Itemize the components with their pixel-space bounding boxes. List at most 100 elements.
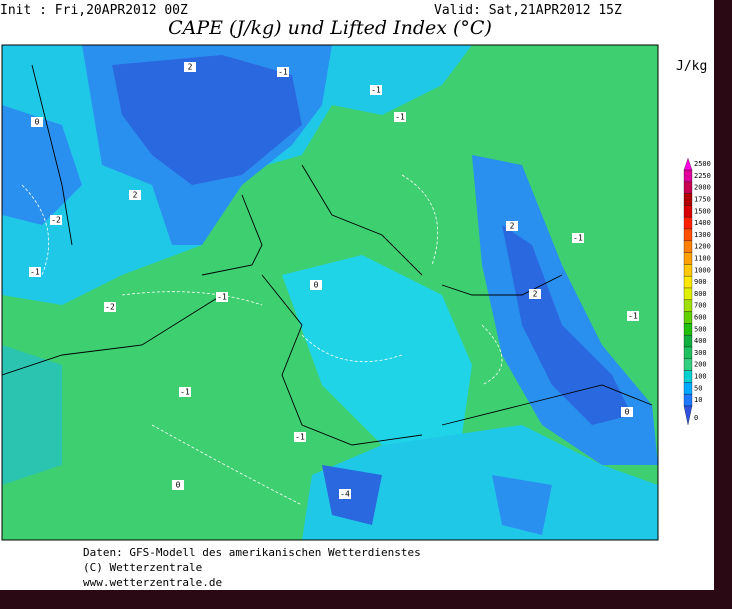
cape-cyan	[282, 255, 472, 445]
isolines	[21, 174, 503, 506]
contour-label-box	[621, 407, 633, 417]
colorbar-swatch	[683, 382, 693, 395]
colorbar-label: 500	[694, 325, 707, 333]
footer-line: Daten: GFS-Modell des amerikanischen Wet…	[83, 546, 421, 559]
colorbar-label: 2500	[694, 160, 711, 168]
contour-label-box	[572, 233, 584, 243]
colorbar-label: 800	[694, 290, 707, 298]
colorbar-swatch	[683, 181, 693, 194]
colorbar-label: 1400	[694, 219, 711, 227]
colorbar-label: 0	[694, 414, 698, 422]
contour-labels: 2 -1 -1 -1 0 -2 -1 -2 -1 0 2 2 -1 2 -1 -1 0 -4 0 -1	[29, 62, 639, 499]
cape-dark-blue	[112, 55, 302, 185]
contour-label: 2	[510, 222, 515, 231]
colorbar-swatch	[683, 346, 693, 359]
colorbar-label: 600	[694, 314, 707, 322]
contour-label: -1	[278, 68, 288, 77]
contour-label-box	[529, 289, 541, 299]
contour-label: 0	[176, 481, 181, 490]
contour-label-box	[310, 280, 322, 290]
colorbar-label: 1100	[694, 255, 711, 263]
colorbar-label: 1200	[694, 243, 711, 251]
contour-label: -1	[180, 388, 190, 397]
colorbar-swatch	[683, 205, 693, 218]
colorbar-swatch	[683, 335, 693, 348]
colorbar-label: 2250	[694, 172, 711, 180]
contour-label: -1	[395, 113, 405, 122]
contour-label: 0	[625, 408, 630, 417]
contour-label-box	[129, 190, 141, 200]
cape-dark-blue	[322, 465, 382, 525]
colorbar-label: 100	[694, 373, 707, 381]
contour-label-box	[216, 292, 228, 302]
colorbar-swatch	[683, 217, 693, 230]
contour-label-box	[50, 215, 62, 225]
contour-label: 0	[35, 118, 40, 127]
contour-label-box	[179, 387, 191, 397]
contour-label-box	[31, 117, 43, 127]
contour-label: 2	[533, 290, 538, 299]
contour-label-box	[184, 62, 196, 72]
contour-label: -2	[105, 303, 115, 312]
colorbar-swatch	[683, 276, 693, 289]
cape-cyan	[302, 425, 658, 540]
contour-label-box	[339, 489, 351, 499]
colorbar-swatch	[683, 323, 693, 336]
colorbar-swatch	[683, 193, 693, 206]
contour-label-box	[277, 67, 289, 77]
map-frame	[1, 44, 659, 541]
colorbar-label: 50	[694, 384, 702, 392]
borders	[2, 64, 653, 446]
colorbar-label: 1300	[694, 231, 711, 239]
footer-line: www.wetterzentrale.de	[83, 576, 222, 589]
cape-blue	[492, 475, 552, 535]
contour-label: -1	[628, 312, 638, 321]
colorbar-swatch	[683, 240, 693, 253]
contour-label: 0	[314, 281, 319, 290]
colorbar-swatch	[683, 287, 693, 300]
colorbar: 2500225020001750150014001300120011001000…	[683, 157, 711, 425]
contour-label: -1	[30, 268, 40, 277]
colorbar-swatch	[683, 358, 693, 371]
valid-time: Valid: Sat,21APR2012 15Z	[434, 3, 622, 18]
colorbar-label: 400	[694, 337, 707, 345]
contour-label: 2	[188, 63, 193, 72]
contour-label: -2	[51, 216, 61, 225]
contour-label: -1	[371, 86, 381, 95]
colorbar-label: 1000	[694, 266, 711, 274]
contour-label: -4	[340, 490, 350, 499]
contour-label: -1	[217, 293, 227, 302]
colorbar-label: 1750	[694, 196, 711, 204]
contour-label-box	[370, 85, 382, 95]
colorbar-label: 700	[694, 302, 707, 310]
colorbar-swatch	[683, 252, 693, 265]
contour-label-box	[394, 112, 406, 122]
contour-label: -1	[573, 234, 583, 243]
colorbar-label: 2000	[694, 184, 711, 192]
colorbar-label: 900	[694, 278, 707, 286]
contour-label-box	[104, 302, 116, 312]
map: 2 -1 -1 -1 0 -2 -1 -2 -1 0 2 2 -1 2 -1 -1 0 -4 0 -1	[2, 45, 658, 540]
footer-line: (C) Wetterzentrale	[83, 561, 202, 574]
cape-blue	[2, 105, 82, 225]
colorbar-swatch	[683, 405, 693, 425]
colorbar-swatch	[683, 264, 693, 277]
contour-label-box	[294, 432, 306, 442]
colorbar-swatch	[683, 311, 693, 324]
colorbar-label: 1500	[694, 207, 711, 215]
cape-teal	[2, 345, 62, 485]
colorbar-label: 10	[694, 396, 702, 404]
contour-label-box	[627, 311, 639, 321]
colorbar-swatch	[683, 370, 693, 383]
colorbar-swatch	[683, 299, 693, 312]
legend-unit: J/kg	[676, 59, 707, 74]
colorbar-swatch	[683, 228, 693, 241]
colorbar-swatch	[683, 169, 693, 182]
contour-label-box	[172, 480, 184, 490]
colorbar-label: 200	[694, 361, 707, 369]
contour-label: 2	[133, 191, 138, 200]
contour-label-box	[506, 221, 518, 231]
contour-label-box	[29, 267, 41, 277]
map-title: CAPE (J/kg) und Lifted Index (°C)	[168, 17, 492, 39]
